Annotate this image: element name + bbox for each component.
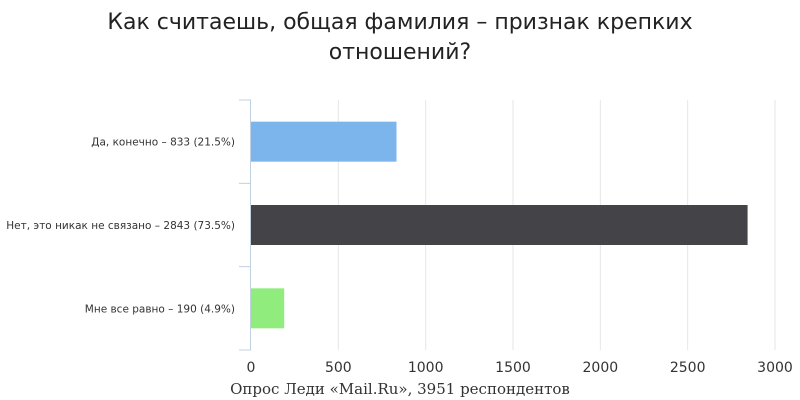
x-tick-label: 3000 — [757, 360, 793, 376]
x-tick-label: 1500 — [495, 360, 531, 376]
category-label: Мне все равно – 190 (4.9%) — [85, 303, 235, 315]
category-label: Нет, это никак не связано – 2843 (73.5%) — [6, 220, 235, 232]
chart-source-caption: Опрос Леди «Mail.Ru», 3951 респондентов — [230, 380, 570, 398]
bar — [251, 288, 285, 329]
bar — [251, 205, 748, 245]
x-tick-label: 2500 — [670, 360, 706, 376]
x-tick-label: 0 — [247, 360, 256, 376]
x-tick-label: 500 — [325, 360, 352, 376]
chart-title-line-1: Как считаешь, общая фамилия – признак кр… — [107, 10, 693, 35]
chart-title: Как считаешь, общая фамилия – признак кр… — [0, 8, 800, 68]
category-label: Да, конечно – 833 (21.5%) — [91, 137, 235, 149]
x-tick-label: 2000 — [583, 360, 619, 376]
chart-title-line-2: отношений? — [328, 40, 472, 65]
x-tick-label: 1000 — [408, 360, 444, 376]
bar — [251, 121, 397, 162]
